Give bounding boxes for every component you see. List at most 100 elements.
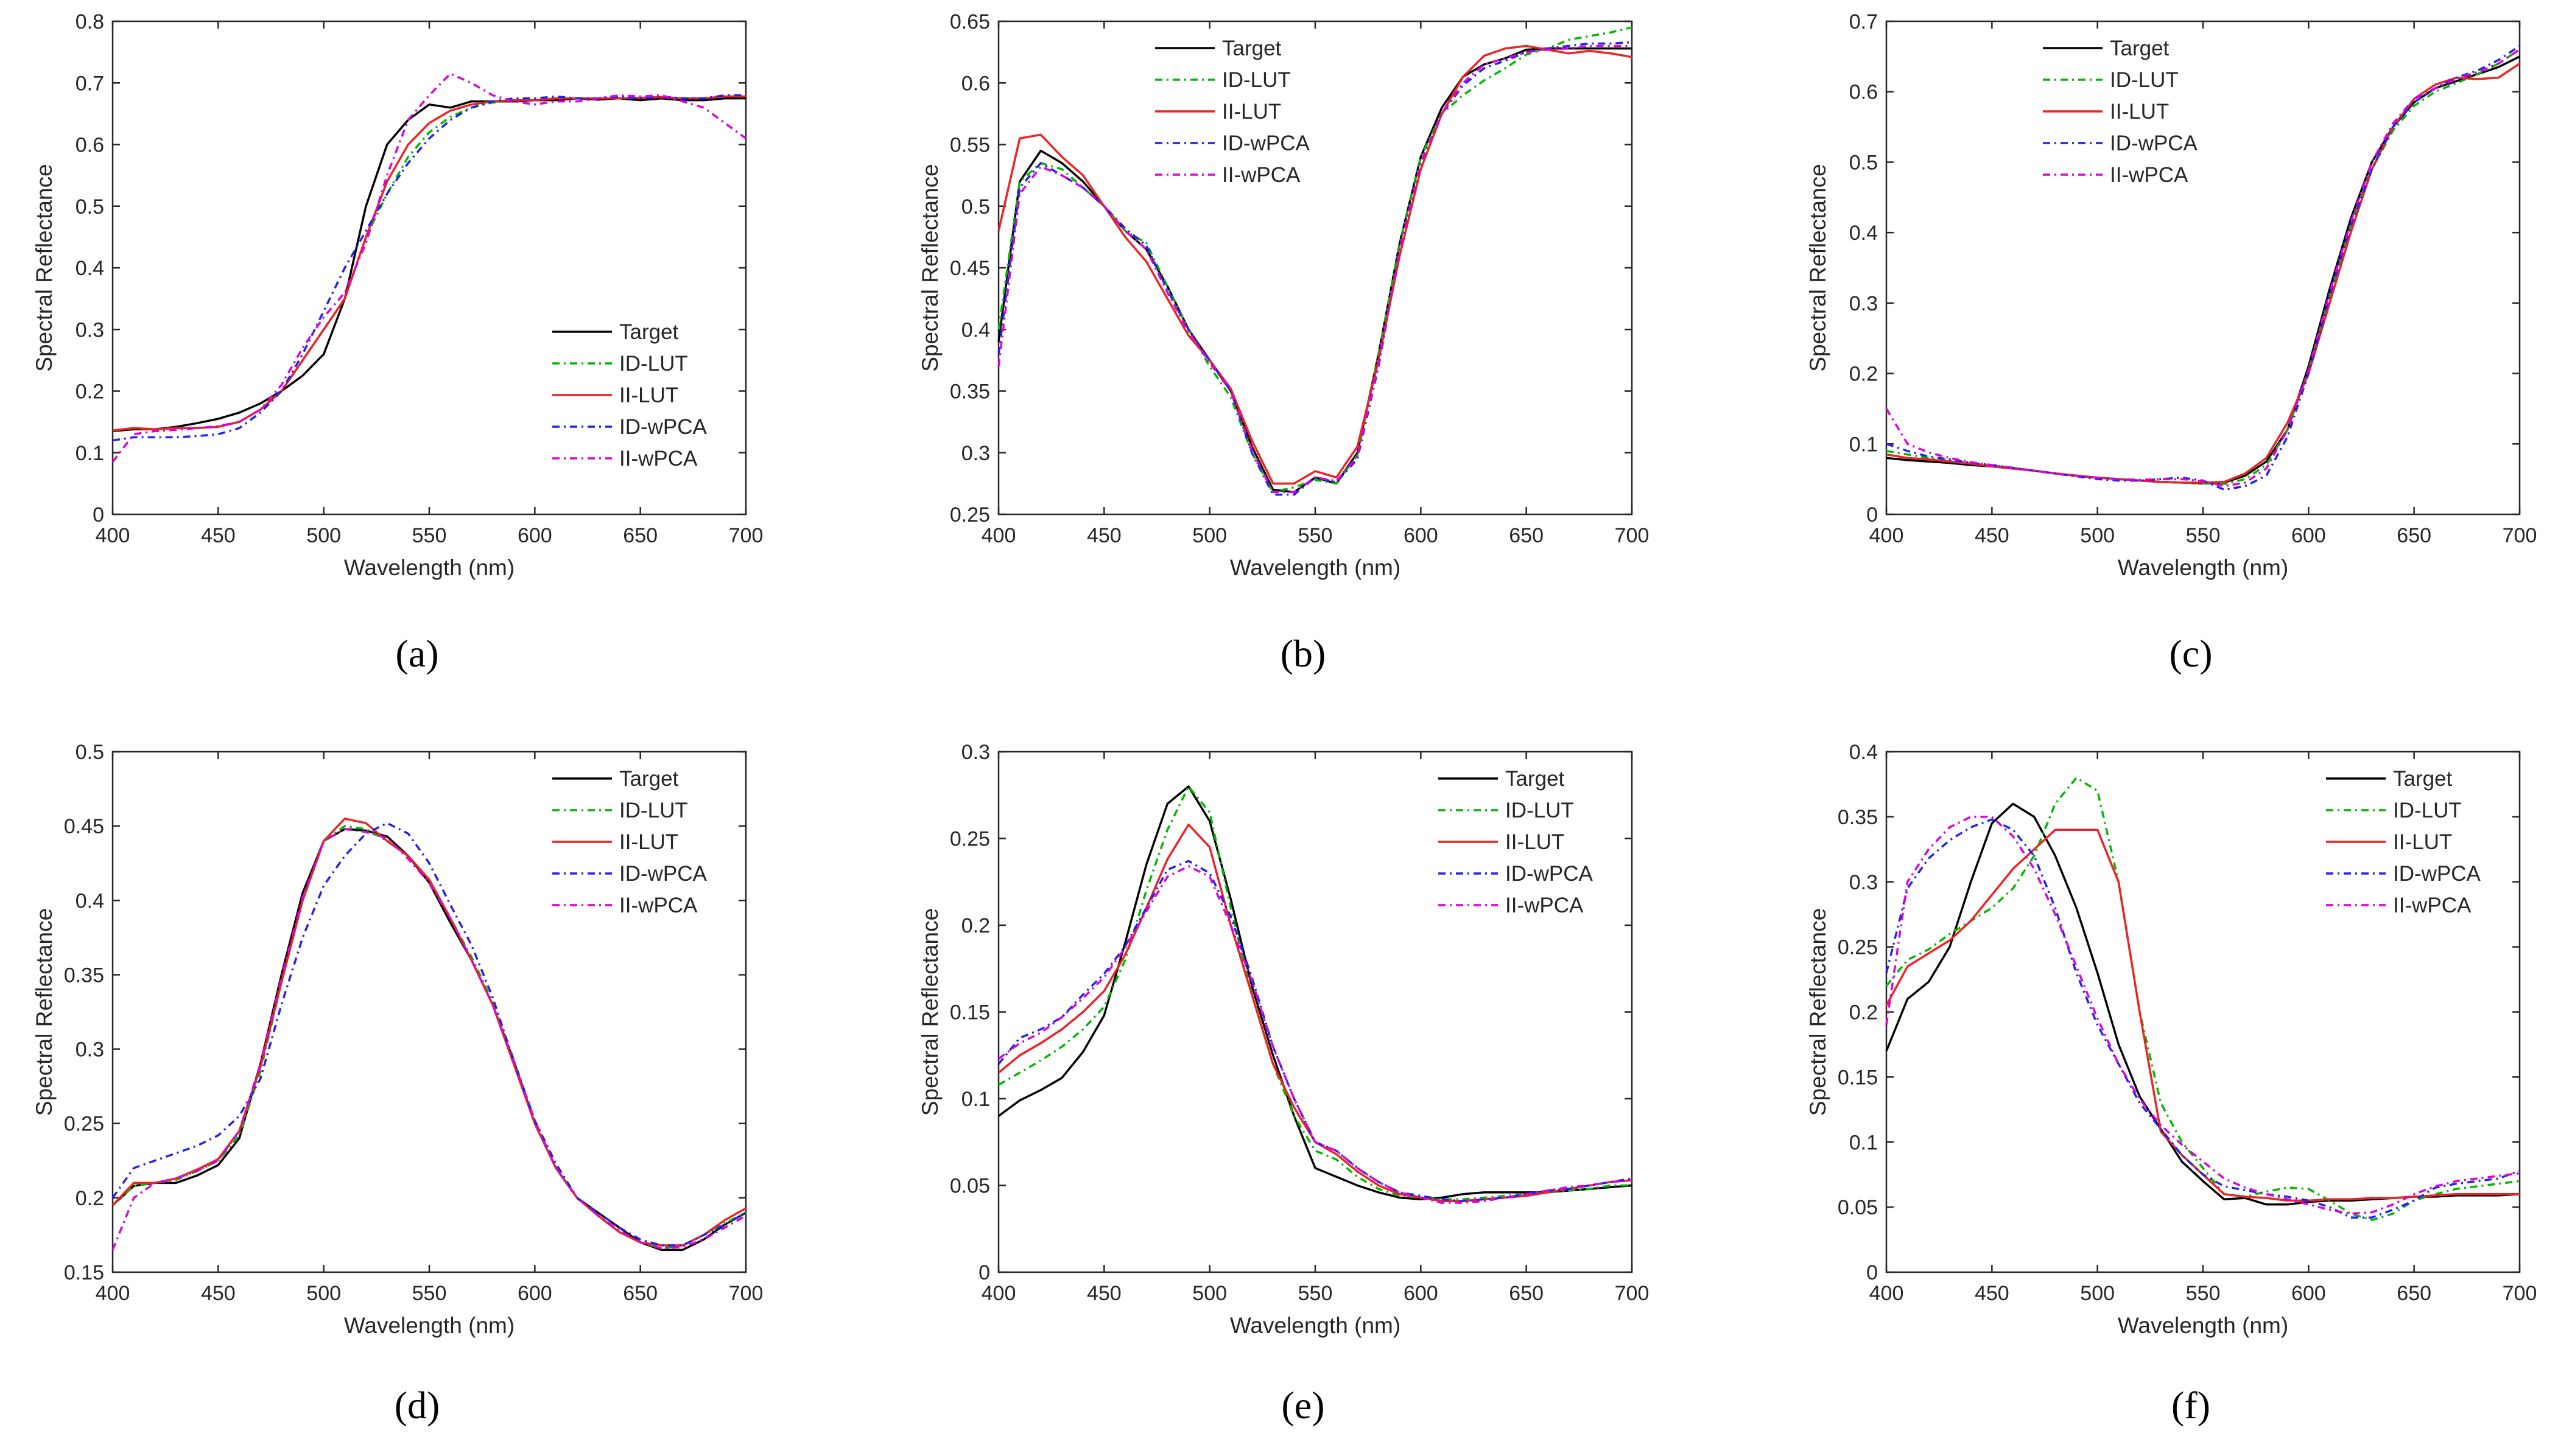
y-tick-label: 0.6	[961, 72, 990, 95]
x-tick-label: 550	[2186, 524, 2221, 547]
series-line-ii-wpca	[997, 44, 1632, 494]
x-tick-label: 450	[201, 1282, 236, 1305]
x-tick-label: 450	[1087, 524, 1122, 547]
x-tick-label: 650	[2397, 524, 2431, 547]
x-tick-label: 600	[518, 1282, 552, 1305]
legend-label-ii-wpca: II-wPCA	[1222, 163, 1301, 187]
x-tick-label: 600	[1404, 524, 1438, 547]
legend-label-target: Target	[1222, 37, 1282, 60]
legend-label-target: Target	[2110, 37, 2170, 60]
y-tick-label: 0.45	[950, 257, 990, 280]
legend: Target ID-LUT II-LUT ID-wPCA II-wPCA	[1438, 767, 1593, 917]
y-tick-label: 0.15	[64, 1261, 104, 1284]
panel-label-b: (b)	[1281, 632, 1326, 675]
series-line-id-lut	[112, 95, 746, 432]
y-tick-label: 0.1	[961, 1088, 990, 1111]
legend-label-id-wpca: ID-wPCA	[619, 415, 708, 439]
y-tick-label: 0	[1866, 1261, 1878, 1284]
legend-label-id-lut: ID-LUT	[2393, 799, 2462, 822]
y-tick-label: 0.5	[76, 195, 104, 219]
x-tick-label: 700	[729, 524, 764, 547]
x-tick-label: 450	[1975, 1282, 2009, 1305]
legend: Target ID-LUT II-LUT ID-wPCA II-wPCA	[2326, 767, 2481, 917]
y-tick-label: 0.15	[1838, 1066, 1878, 1089]
x-axis-label: Wavelength (nm)	[344, 555, 515, 580]
y-tick-label: 0.7	[1849, 10, 1878, 33]
chart-panel-d: 400 450 500 550 600 650 700 0.15 0.2 0.25 0.3 0.35 0…	[32, 741, 763, 1338]
legend: Target ID-LUT II-LUT ID-wPCA II-wPCA	[2043, 37, 2198, 187]
x-tick-label: 500	[1192, 524, 1227, 547]
legend-label-ii-lut: II-LUT	[2110, 100, 2169, 124]
series-line-ii-wpca	[111, 828, 747, 1251]
x-tick-label: 700	[1615, 524, 1650, 547]
y-tick-label: 0.1	[1849, 1131, 1878, 1154]
x-tick-label: 650	[1509, 524, 1544, 547]
legend-label-id-lut: ID-LUT	[1505, 799, 1574, 822]
y-axis-label: Spectral Reflectance	[918, 164, 943, 371]
legend-label-id-wpca: ID-wPCA	[1222, 131, 1310, 155]
x-tick-label: 400	[982, 524, 1016, 547]
panel-label-c: (c)	[2169, 632, 2212, 675]
x-tick-label: 700	[729, 1282, 764, 1305]
series-line-id-lut	[997, 26, 1632, 494]
legend-label-id-wpca: ID-wPCA	[619, 862, 708, 886]
legend-label-ii-wpca: II-wPCA	[619, 894, 698, 917]
y-tick-label: 0.5	[1849, 151, 1878, 174]
y-axis-label: Spectral Reflectance	[32, 908, 57, 1116]
y-tick-label: 0.55	[950, 134, 990, 157]
legend-label-ii-lut: II-LUT	[619, 383, 678, 407]
y-tick-label: 0.5	[76, 741, 104, 764]
x-tick-label: 550	[412, 524, 447, 547]
y-tick-label: 0	[93, 503, 104, 527]
series-line-target	[112, 97, 746, 433]
y-axis-label: Spectral Reflectance	[32, 164, 57, 371]
x-axis-label: Wavelength (nm)	[2118, 555, 2288, 580]
x-tick-label: 400	[982, 1282, 1016, 1305]
legend-label-id-lut: ID-LUT	[619, 799, 688, 822]
x-tick-label: 600	[518, 524, 552, 547]
legend-label-ii-lut: II-LUT	[1222, 100, 1281, 124]
legend-label-target: Target	[619, 767, 679, 791]
x-tick-label: 400	[1869, 524, 1904, 547]
y-tick-label: 0.15	[950, 1001, 990, 1024]
x-tick-label: 650	[1509, 1282, 1544, 1305]
x-tick-label: 500	[2080, 1282, 2115, 1305]
legend-label-ii-wpca: II-wPCA	[2393, 894, 2472, 917]
x-tick-label: 500	[2080, 524, 2115, 547]
x-tick-label: 650	[623, 1282, 658, 1305]
x-tick-label: 500	[1192, 1282, 1227, 1305]
x-tick-label: 500	[306, 524, 341, 547]
x-tick-label: 600	[2291, 524, 2326, 547]
x-axis-label: Wavelength (nm)	[344, 1313, 515, 1338]
series-line-ii-wpca	[1885, 816, 2520, 1215]
legend: Target ID-LUT II-LUT ID-wPCA II-wPCA	[552, 767, 708, 917]
legend-label-id-wpca: ID-wPCA	[2393, 862, 2481, 886]
x-tick-label: 400	[96, 524, 130, 547]
x-tick-label: 550	[2186, 1282, 2221, 1305]
y-tick-label: 0.25	[950, 828, 990, 851]
y-tick-label: 0.25	[64, 1113, 104, 1136]
x-tick-label: 650	[2397, 1282, 2431, 1305]
series-line-ii-wpca	[997, 865, 1632, 1204]
x-axis-label: Wavelength (nm)	[2118, 1313, 2288, 1338]
y-axis-label: Spectral Reflectance	[918, 908, 943, 1116]
y-tick-label: 0.05	[1838, 1196, 1878, 1219]
legend: Target ID-LUT II-LUT ID-wPCA II-wPCA	[552, 320, 708, 471]
y-tick-label: 0.3	[961, 442, 990, 465]
y-tick-label: 0	[1866, 503, 1878, 527]
series-line-id-lut	[1885, 777, 2520, 1222]
legend-label-id-wpca: ID-wPCA	[1505, 862, 1593, 886]
y-tick-label: 0.2	[1849, 363, 1878, 386]
y-tick-label: 0.5	[961, 195, 990, 219]
y-tick-label: 0.1	[76, 442, 104, 465]
x-tick-label: 600	[1404, 1282, 1438, 1305]
legend-label-target: Target	[2393, 767, 2453, 791]
legend-label-id-lut: ID-LUT	[1222, 68, 1291, 92]
legend-label-id-wpca: ID-wPCA	[2110, 131, 2198, 155]
panel-label-e: (e)	[1281, 1384, 1324, 1427]
x-tick-label: 500	[306, 1282, 341, 1305]
y-tick-label: 0.4	[1849, 222, 1878, 245]
y-tick-label: 0.4	[76, 257, 104, 280]
